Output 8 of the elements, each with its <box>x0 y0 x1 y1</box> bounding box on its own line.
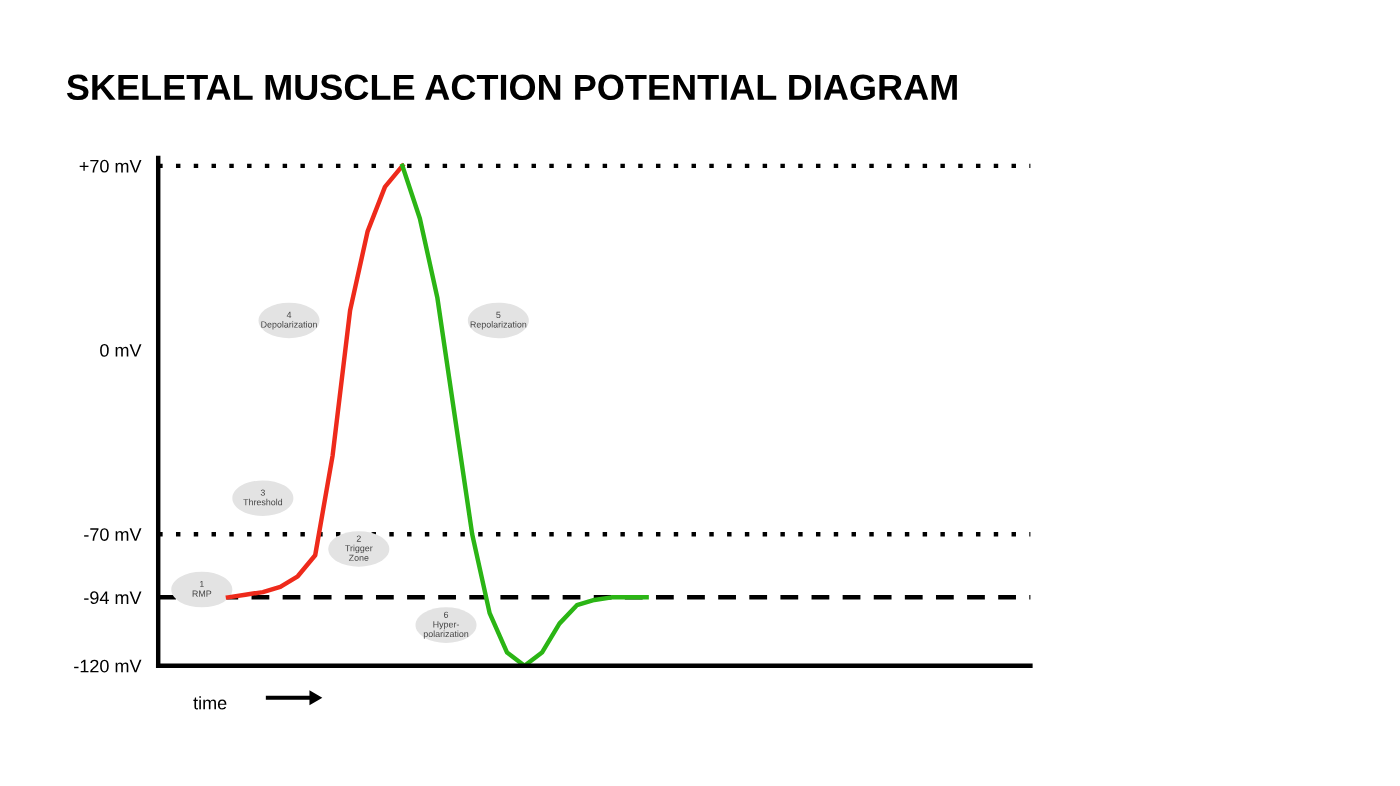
y-tick-label: -94 mV <box>84 591 142 605</box>
y-tick-label: +70 mV <box>79 159 142 173</box>
x-axis-title: time <box>193 696 227 710</box>
y-tick-label: -120 mV <box>74 659 142 673</box>
chart-title: SKELETAL MUSCLE ACTION POTENTIAL DIAGRAM <box>66 74 957 101</box>
y-tick-label: 0 mV <box>100 343 142 357</box>
line-series <box>400 163 649 666</box>
y-tick-label: -70 mV <box>84 528 142 541</box>
